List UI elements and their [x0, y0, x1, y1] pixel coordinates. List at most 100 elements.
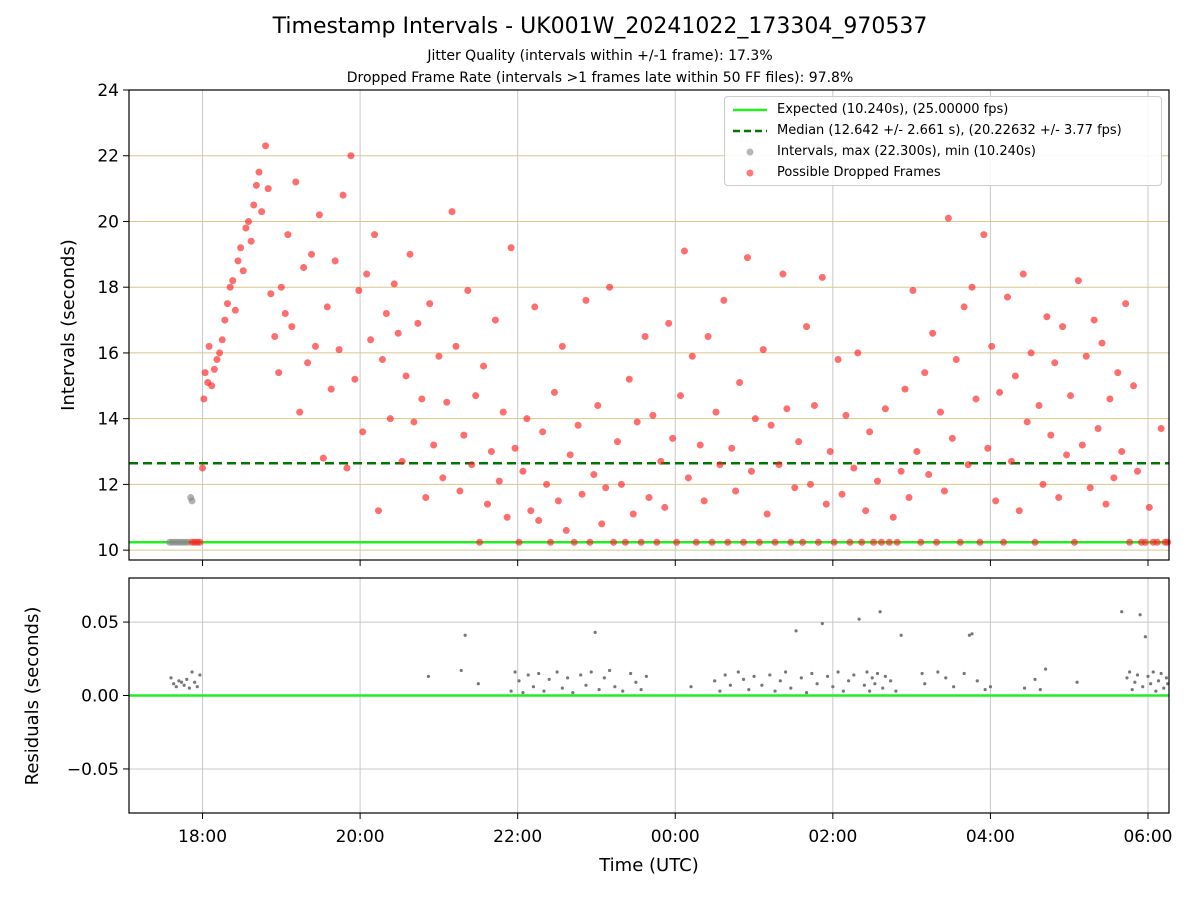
data-point [292, 178, 300, 186]
data-point [665, 319, 673, 327]
data-point [854, 349, 862, 357]
data-point [883, 674, 887, 679]
data-point [264, 185, 272, 193]
data-point [741, 677, 746, 681]
data-point [515, 538, 523, 546]
data-point [740, 538, 748, 546]
data-point [210, 365, 218, 373]
data-point [1000, 538, 1008, 546]
data-point [226, 283, 234, 291]
data-point [374, 507, 382, 515]
data-point [1027, 349, 1035, 357]
data-point [724, 538, 732, 546]
data-point [300, 263, 308, 271]
intervals-y-axis-label: Intervals (seconds) [58, 239, 79, 411]
data-point [190, 670, 194, 674]
data-point [378, 356, 386, 364]
data-point [281, 309, 289, 317]
data-point [975, 679, 979, 683]
data-point [1153, 538, 1161, 546]
data-point [771, 538, 779, 546]
data-point [1164, 538, 1172, 546]
data-point [511, 444, 519, 452]
data-point [783, 405, 791, 413]
data-point [894, 689, 898, 693]
data-point [499, 408, 507, 416]
data-point [311, 342, 319, 350]
y-tick-label: 24 [97, 81, 119, 101]
data-point [799, 676, 803, 680]
data-point [634, 680, 638, 684]
data-point [810, 671, 814, 676]
data-point [198, 673, 202, 677]
data-point [661, 503, 669, 511]
data-point [980, 231, 988, 239]
residuals-points [169, 610, 1170, 695]
data-point [216, 349, 224, 357]
data-point [962, 671, 966, 676]
data-point [487, 448, 495, 456]
data-point [1022, 686, 1027, 690]
data-point [523, 415, 531, 423]
data-point [831, 685, 835, 689]
data-point [513, 670, 517, 674]
data-point [234, 257, 242, 265]
data-point [594, 402, 602, 410]
data-point [877, 538, 885, 546]
x-tick-label: 20:00 [336, 827, 385, 847]
data-point [1149, 682, 1153, 686]
x-tick-label: 00:00 [651, 827, 700, 847]
data-point [814, 538, 822, 546]
data-point [476, 538, 484, 546]
data-point [1157, 425, 1165, 433]
data-point [517, 679, 521, 683]
data-point [323, 303, 331, 311]
data-point [1120, 610, 1124, 614]
data-point [1070, 538, 1078, 546]
chart-subtitle-dropped: Dropped Frame Rate (intervals >1 frames … [346, 70, 854, 86]
data-point [1141, 538, 1149, 546]
data-point [700, 497, 708, 505]
data-point [571, 690, 575, 695]
data-point [435, 352, 443, 360]
y-tick-label: 16 [97, 344, 119, 364]
data-point [262, 142, 270, 150]
data-point [543, 480, 551, 488]
data-point [866, 428, 874, 436]
intervals-reference-lines [129, 462, 1169, 544]
data-point [897, 467, 905, 475]
data-point [747, 688, 751, 692]
data-point [177, 679, 181, 683]
data-point [917, 538, 925, 546]
data-point [582, 296, 590, 304]
data-point [960, 303, 968, 311]
data-point [547, 677, 551, 681]
data-point [394, 329, 402, 337]
y-tick-label: 14 [97, 410, 119, 430]
data-point [810, 402, 818, 410]
data-point [841, 689, 845, 693]
data-point [335, 346, 343, 354]
data-point [1051, 359, 1059, 367]
data-point [382, 309, 390, 317]
data-point [308, 250, 316, 258]
data-point [968, 283, 976, 291]
data-point [870, 676, 874, 680]
data-point [418, 395, 426, 403]
data-point [712, 408, 720, 416]
data-point [463, 633, 467, 637]
data-point [509, 689, 513, 693]
x-tick-label: 04:00 [966, 827, 1015, 847]
data-point [852, 673, 856, 677]
data-point [414, 319, 422, 327]
data-point [789, 686, 793, 690]
data-point [1102, 500, 1110, 508]
data-point [182, 683, 186, 687]
data-point [830, 538, 838, 546]
data-point [684, 474, 692, 482]
data-point [422, 494, 430, 502]
data-point [688, 352, 696, 360]
data-point [644, 674, 648, 679]
data-point [584, 683, 588, 687]
legend-swatch-expected [733, 108, 767, 112]
